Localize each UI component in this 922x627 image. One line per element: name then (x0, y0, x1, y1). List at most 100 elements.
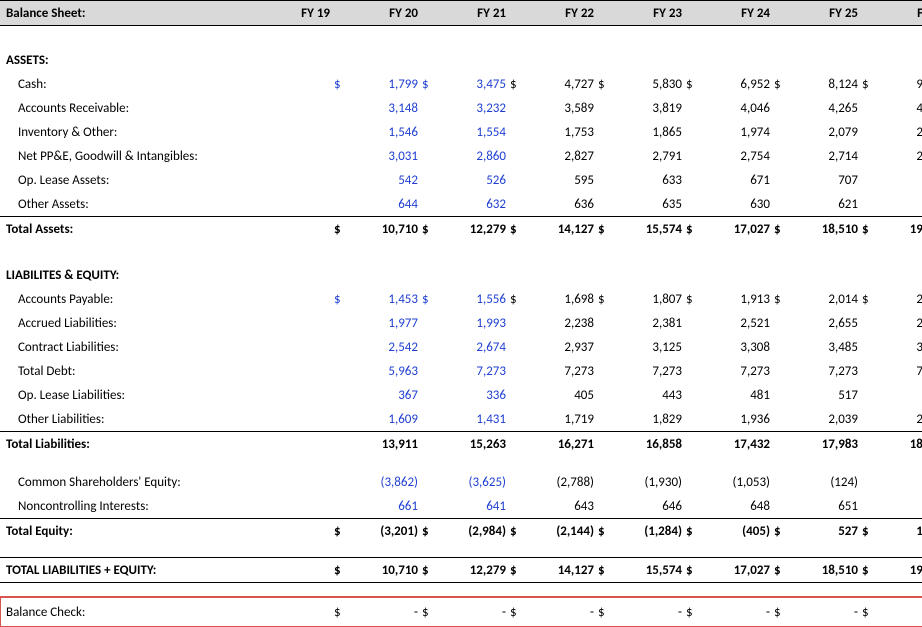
cell-value: 2,714 (790, 144, 862, 168)
cell-value: 641 (438, 494, 510, 519)
currency-symbol: $ (598, 217, 614, 242)
cell-value: 1,453 (350, 287, 422, 311)
balance-check-label: Balance Check: (0, 597, 250, 627)
cell-value: (2,144) (526, 519, 598, 544)
cell-value: 1,609 (350, 407, 422, 432)
cell-value: 17,432 (702, 432, 774, 457)
currency-symbol: $ (422, 558, 438, 583)
cell-value: 2,791 (614, 144, 686, 168)
assets-line: Net PP&E, Goodwill & Intangibles: (0, 144, 250, 168)
cell-value (250, 558, 334, 583)
cell-value (250, 519, 334, 544)
cell-value: 633 (614, 168, 686, 192)
total-liabilities: Total Liabilities: (0, 432, 250, 457)
cell-value: 1,799 (350, 72, 422, 96)
cell-value: 1,993 (438, 311, 510, 335)
cell-value: 636 (526, 192, 598, 217)
cell-value: 16,858 (614, 432, 686, 457)
currency-symbol: $ (510, 217, 526, 242)
assets-line: Inventory & Other: (0, 120, 250, 144)
currency-symbol: $ (334, 519, 350, 544)
currency-symbol: $ (862, 519, 878, 544)
cell-value: 648 (702, 494, 774, 519)
cell-value: 2,381 (614, 311, 686, 335)
cell-value: 18,510 (790, 558, 862, 583)
currency-symbol: $ (862, 558, 878, 583)
cell-value: (2,788) (526, 470, 598, 494)
cell-value: (3,862) (350, 470, 422, 494)
cell-value: 2,673 (878, 144, 922, 168)
cell-value: 2,105 (878, 287, 922, 311)
cell-value: 2,132 (878, 407, 922, 432)
cell-value: 2,542 (350, 335, 422, 359)
liabilities-line: Op. Lease Liabilities: (0, 383, 250, 407)
cell-value: 1,719 (526, 407, 598, 432)
currency-symbol: $ (774, 287, 790, 311)
currency-symbol: $ (334, 217, 350, 242)
cell-value: 2,860 (438, 144, 510, 168)
currency-symbol: $ (774, 217, 790, 242)
cell-value: 2,937 (526, 335, 598, 359)
total-equity: Total Equity: (0, 519, 250, 544)
assets-line: Op. Lease Assets: (0, 168, 250, 192)
cell-value: 15,263 (438, 432, 510, 457)
cell-value: - (438, 597, 510, 627)
cell-value: 2,754 (702, 144, 774, 168)
cell-value: 2,521 (702, 311, 774, 335)
cell-value: 632 (438, 192, 510, 217)
currency-symbol: $ (686, 519, 702, 544)
currency-symbol: $ (686, 597, 702, 627)
assets-line: Cash: (0, 72, 250, 96)
liabilities-line: Contract Liabilities: (0, 335, 250, 359)
cell-value: 18,510 (790, 217, 862, 242)
cell-value: (1,053) (702, 470, 774, 494)
cell-value: 1,546 (350, 120, 422, 144)
currency-symbol: $ (510, 72, 526, 96)
cell-value: 4,727 (526, 72, 598, 96)
cell-value: - (614, 597, 686, 627)
cell-value (250, 168, 334, 192)
liabilities-line: Other Liabilities: (0, 407, 250, 432)
cell-value: 13,911 (350, 432, 422, 457)
cell-value: 7,273 (438, 359, 510, 383)
currency-symbol: $ (686, 287, 702, 311)
cell-value: 654 (878, 494, 922, 519)
cell-value: 651 (790, 494, 862, 519)
cell-value: 2,014 (790, 287, 862, 311)
cell-value: 1,556 (438, 287, 510, 311)
cell-value: 542 (350, 168, 422, 192)
cell-value: 443 (614, 383, 686, 407)
total-assets: Total Assets: (0, 217, 250, 242)
cell-value: 630 (702, 192, 774, 217)
currency-symbol: $ (422, 597, 438, 627)
cell-value: 5,963 (350, 359, 422, 383)
cell-value (250, 597, 334, 627)
cell-value: 8,124 (790, 72, 862, 96)
cell-value: 2,079 (790, 120, 862, 144)
balance-check-row: Balance Check:$-$-$-$-$-$-$- (0, 597, 922, 627)
year-header: FY 24 (686, 1, 774, 26)
cell-value: 7,273 (526, 359, 598, 383)
cell-value: 19,994 (878, 217, 922, 242)
cell-value: 1,753 (526, 120, 598, 144)
cell-value: 17,027 (702, 558, 774, 583)
cell-value: 671 (702, 168, 774, 192)
currency-symbol: $ (598, 519, 614, 544)
currency-symbol: $ (598, 558, 614, 583)
cell-value: 19,994 (878, 558, 922, 583)
assets-line: Accounts Receivable: (0, 96, 250, 120)
cell-value: 1,936 (702, 407, 774, 432)
currency-symbol: $ (422, 217, 438, 242)
cell-value: 2,173 (878, 120, 922, 144)
currency-symbol: $ (422, 287, 438, 311)
year-header: FY 19 (250, 1, 334, 26)
cell-value: 14,127 (526, 558, 598, 583)
cell-value: 2,674 (438, 335, 510, 359)
cell-value: 10,710 (350, 558, 422, 583)
cell-value: 527 (790, 519, 862, 544)
currency-symbol: $ (862, 217, 878, 242)
cell-value: 741 (878, 168, 922, 192)
cell-value: 3,819 (614, 96, 686, 120)
cell-value: 646 (614, 494, 686, 519)
cell-value (250, 432, 334, 457)
